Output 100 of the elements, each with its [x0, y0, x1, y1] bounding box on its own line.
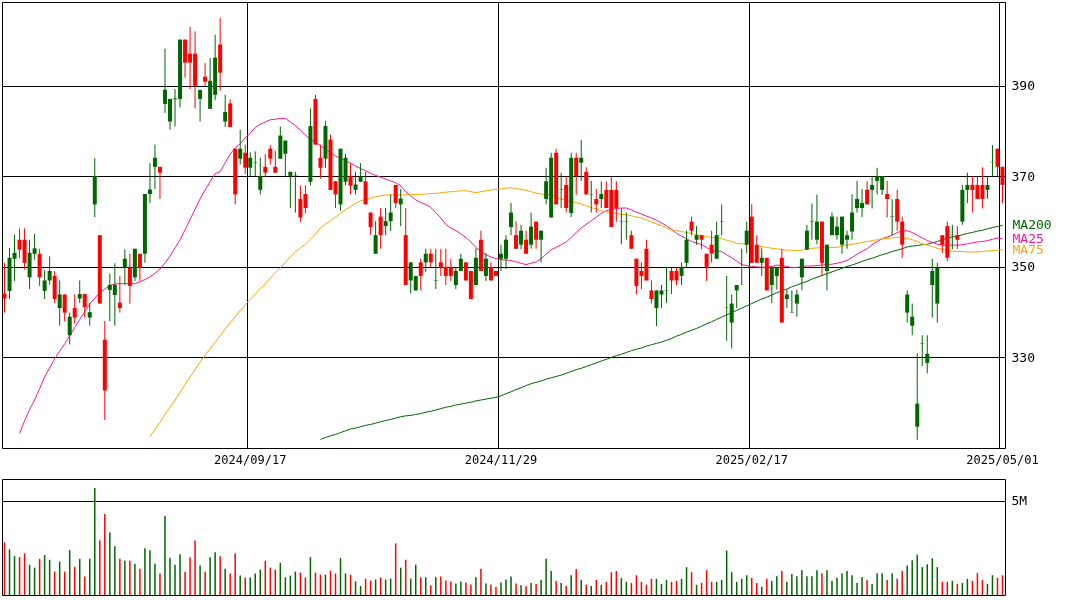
candlestick	[709, 230, 714, 263]
candlestick	[995, 148, 1000, 177]
candlestick	[273, 150, 278, 174]
candlestick	[594, 188, 599, 214]
series-label: MA200	[1012, 217, 1052, 233]
candlestick	[223, 94, 228, 128]
candlestick	[875, 167, 880, 195]
candlestick	[519, 224, 524, 250]
candlestick	[248, 151, 253, 177]
candlestick	[584, 166, 589, 195]
candlestick	[970, 175, 975, 214]
candlestick	[684, 230, 689, 269]
candlestick	[183, 39, 188, 79]
y-tick-label: 330	[1011, 349, 1035, 365]
candlestick	[524, 230, 529, 255]
candlestick	[363, 171, 368, 205]
candlestick	[453, 267, 458, 290]
candlestick	[729, 294, 734, 349]
candlestick	[895, 189, 900, 232]
candlestick	[373, 220, 378, 255]
candlestick	[353, 171, 358, 195]
candlestick	[674, 266, 679, 286]
candlestick	[855, 180, 860, 214]
candlestick	[62, 294, 67, 322]
candlestick	[794, 289, 799, 318]
candlestick	[77, 279, 82, 304]
candlestick	[509, 202, 514, 236]
candlestick	[152, 144, 157, 190]
candlestick	[238, 129, 243, 166]
candlestick	[599, 180, 604, 209]
candlestick	[704, 253, 709, 282]
candlestick	[539, 230, 544, 263]
candlestick	[529, 212, 534, 250]
candlestick	[228, 98, 233, 128]
candlestick	[147, 162, 152, 204]
candlestick	[243, 144, 248, 175]
candlestick	[198, 89, 203, 123]
candlestick	[358, 162, 363, 183]
candlestick	[418, 258, 423, 291]
candlestick	[122, 248, 127, 286]
candlestick	[814, 193, 819, 245]
candlestick	[885, 180, 890, 219]
candlestick	[1000, 166, 1005, 204]
candlestick	[654, 289, 659, 327]
candlestick	[112, 262, 117, 327]
candlestick	[809, 202, 814, 241]
candlestick	[318, 144, 323, 180]
candlestick	[203, 62, 208, 87]
candlestick	[905, 289, 910, 324]
candlestick	[47, 255, 52, 286]
candlestick	[900, 216, 905, 259]
candlestick	[52, 270, 57, 304]
candlestick	[985, 175, 990, 200]
candlestick	[689, 216, 694, 237]
candlestick	[298, 184, 303, 223]
candlestick	[2, 262, 7, 314]
candlestick	[37, 248, 42, 287]
candlestick	[278, 126, 283, 160]
candlestick	[925, 334, 930, 374]
y-tick-label: 5M	[1011, 493, 1028, 509]
candlestick	[258, 157, 263, 195]
candlestick	[965, 172, 970, 204]
y-tick-label: 390	[1011, 78, 1035, 94]
candlestick	[82, 293, 87, 319]
candlestick	[574, 152, 579, 196]
candlestick	[348, 162, 353, 195]
candlestick	[930, 258, 935, 319]
candlestick	[915, 352, 920, 441]
candlestick	[579, 139, 584, 182]
x-tick-label: 2025/02/17	[715, 452, 788, 467]
candlestick	[288, 171, 293, 209]
candlestick	[87, 302, 92, 327]
candlestick	[483, 252, 488, 282]
candlestick	[378, 207, 383, 250]
candlestick	[744, 221, 749, 254]
candlestick	[649, 279, 654, 305]
candlestick	[137, 253, 142, 282]
candlestick	[789, 289, 794, 314]
candlestick	[739, 248, 744, 286]
candlestick	[383, 207, 388, 236]
series-label: MA25	[1012, 230, 1044, 246]
line-series	[19, 117, 1003, 435]
candlestick	[423, 248, 428, 273]
y-tick-label: 350	[1011, 259, 1035, 275]
line-series	[319, 224, 1003, 440]
candlestick	[67, 312, 72, 345]
candlestick	[804, 224, 809, 251]
candlestick	[22, 227, 27, 271]
candlestick	[714, 221, 719, 260]
candlestick	[759, 247, 764, 277]
candlestick	[694, 225, 699, 246]
candlestick	[72, 294, 77, 324]
candlestick	[890, 198, 895, 236]
candlestick	[263, 153, 268, 178]
candlestick	[850, 193, 855, 241]
candlestick	[629, 230, 634, 250]
candlestick	[619, 207, 624, 245]
x-tick-label: 2025/05/01	[966, 452, 1039, 467]
candlestick	[448, 258, 453, 282]
candlestick	[57, 279, 62, 327]
